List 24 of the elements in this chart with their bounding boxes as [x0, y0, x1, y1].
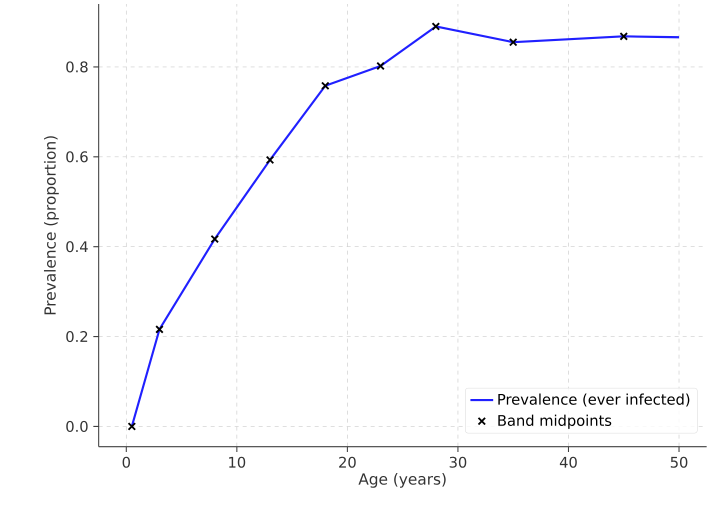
legend-label: Band midpoints	[498, 414, 612, 429]
legend-label: Prevalence (ever infected)	[498, 393, 690, 407]
y-tick-label: 0.4	[66, 241, 88, 252]
y-tick-label: 0.2	[66, 331, 88, 342]
point	[321, 82, 330, 90]
point	[266, 156, 274, 164]
x-tick-label: 50	[670, 456, 688, 468]
point	[376, 62, 385, 70]
y-tick-label: 0.0	[66, 420, 88, 432]
point	[210, 234, 219, 244]
point	[620, 32, 628, 41]
y-tick-label: 0.8	[66, 61, 88, 72]
point	[508, 38, 518, 46]
y-axis-title: Prevalence (proportion)	[44, 136, 59, 314]
x-tick-label: 40	[560, 456, 577, 468]
x-axis-title: Age (years)	[358, 472, 446, 488]
point	[432, 22, 440, 31]
y-tick-label: 0.6	[66, 151, 88, 162]
x-tick-label: 10	[229, 456, 246, 468]
point	[128, 422, 136, 431]
point	[155, 325, 164, 334]
x-tick-label: 30	[450, 456, 466, 468]
x-tick-label: 20	[339, 456, 356, 468]
x-tick-label: 0	[122, 456, 130, 468]
